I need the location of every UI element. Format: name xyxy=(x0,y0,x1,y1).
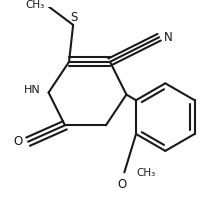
Text: CH₃: CH₃ xyxy=(25,0,44,10)
Text: HN: HN xyxy=(24,85,40,95)
Text: S: S xyxy=(70,11,78,24)
Text: O: O xyxy=(14,135,23,148)
Text: N: N xyxy=(164,31,173,44)
Text: O: O xyxy=(118,177,127,191)
Text: CH₃: CH₃ xyxy=(137,168,156,179)
